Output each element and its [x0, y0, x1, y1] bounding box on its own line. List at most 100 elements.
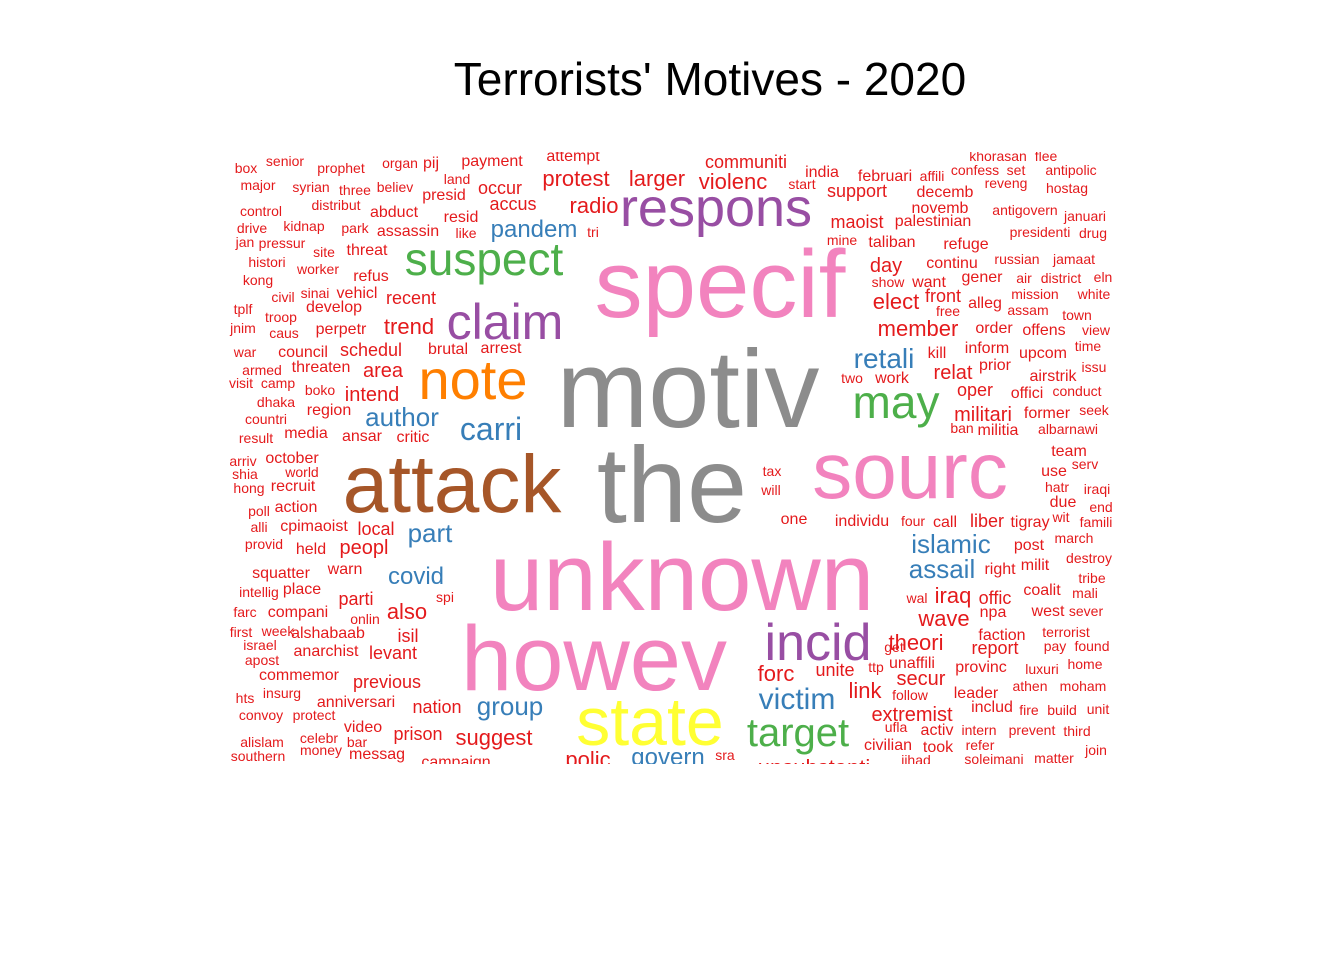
word-oper: oper [957, 380, 993, 400]
word-report: report [971, 638, 1018, 658]
word-theori: theori [888, 630, 943, 655]
word-third: third [1063, 723, 1090, 739]
word-like: like [455, 225, 476, 241]
word-prevent: prevent [1009, 722, 1056, 738]
word-white: white [1077, 286, 1111, 302]
word-home: home [1067, 656, 1102, 672]
word-kidnap: kidnap [283, 218, 324, 234]
word-dhaka: dhaka [257, 394, 295, 410]
word-work: work [874, 370, 910, 387]
word-land: land [444, 171, 470, 187]
word-tri: tri [587, 224, 599, 240]
word-pay: pay [1044, 638, 1067, 654]
word-campaign: campaign [421, 754, 490, 771]
word-march: march [1055, 530, 1094, 546]
word-forc: forc [758, 661, 795, 686]
word-famili: famili [1080, 514, 1113, 530]
word-intern: intern [961, 722, 996, 738]
word-ban: ban [950, 420, 973, 436]
word-retali: retali [854, 343, 915, 374]
word-two: two [841, 370, 863, 386]
word-the: the [597, 424, 747, 545]
word-celebr: celebr [300, 730, 338, 746]
word-set: set [1007, 162, 1026, 178]
word-threat: threat [347, 242, 388, 259]
word-major: major [240, 177, 275, 193]
word-abduct: abduct [370, 204, 419, 221]
word-result: result [239, 430, 273, 446]
word-motiv: motiv [557, 328, 820, 451]
word-post: post [1014, 537, 1045, 554]
word-nation: nation [412, 697, 461, 717]
word-israel: israel [243, 637, 276, 653]
word-islamic: islamic [911, 529, 990, 559]
word-seek: seek [1079, 402, 1110, 418]
word-januari: januari [1063, 208, 1106, 224]
word-syrian: syrian [292, 179, 329, 195]
word-squatter: squatter [252, 565, 310, 582]
word-serv: serv [1072, 456, 1098, 472]
word-part: part [408, 518, 454, 548]
word-violenc: violenc [699, 169, 767, 194]
word-air: air [1016, 270, 1032, 286]
word-recent: recent [386, 288, 436, 308]
word-victim: victim [759, 683, 836, 716]
word-action: action [275, 499, 318, 516]
word-assam: assam [1007, 302, 1048, 318]
word-attempt: attempt [546, 148, 600, 165]
word-pij: pij [423, 155, 439, 172]
word-militia: militia [978, 422, 1019, 439]
word-prior: prior [979, 357, 1012, 374]
word-antigovern: antigovern [992, 202, 1057, 218]
word-khorasan: khorasan [969, 148, 1027, 164]
word-recruit: recruit [271, 478, 316, 495]
word-perpetr: perpetr [316, 321, 367, 338]
word-right: right [984, 561, 1016, 578]
word-tplf: tplf [234, 301, 253, 317]
word-time: time [1075, 338, 1102, 354]
word-confess: confess [951, 162, 999, 178]
word-day: day [870, 255, 902, 277]
word-use: use [1041, 463, 1067, 480]
word-west: west [1031, 603, 1065, 620]
word-box: box [235, 160, 258, 176]
word-upcom: upcom [1019, 345, 1067, 362]
word-believ: believ [377, 179, 414, 195]
word-troop: troop [265, 309, 297, 325]
word-took: took [923, 739, 954, 756]
word-presid: presid [422, 187, 466, 204]
word-reveng: reveng [985, 175, 1028, 191]
word-activ: activ [921, 722, 954, 739]
word-accus: accus [489, 194, 536, 214]
word-sourc: sourc [812, 426, 1008, 515]
word-held: held [296, 541, 326, 558]
word-radio: radio [570, 193, 619, 218]
word-russian: russian [994, 251, 1039, 267]
word-govern: govern [631, 744, 704, 771]
word-boko: boko [305, 382, 336, 398]
word-visit: visit [229, 375, 253, 391]
word-wit: wit [1051, 509, 1069, 525]
word-suggest: suggest [455, 725, 532, 750]
word-moham: moham [1060, 678, 1107, 694]
word-park: park [341, 220, 369, 236]
word-antipolic: antipolic [1045, 162, 1096, 178]
word-team: team [1051, 443, 1087, 460]
word-messag: messag [349, 746, 405, 763]
word-southern: southern [231, 748, 285, 764]
word-author: author [365, 402, 439, 432]
word-tax: tax [763, 463, 782, 479]
word-conduct: conduct [1052, 383, 1101, 399]
word-levant: levant [369, 643, 417, 663]
word-intend: intend [345, 384, 400, 406]
word-end: end [1089, 499, 1112, 515]
word-hatr: hatr [1045, 479, 1069, 495]
word-respons: respons [620, 178, 812, 238]
word-refer: refer [966, 737, 995, 753]
word-wal: wal [905, 590, 927, 606]
word-show: show [872, 274, 906, 290]
word-pressur: pressur [259, 235, 306, 251]
word-milit: milit [1021, 557, 1050, 574]
word-group: group [477, 691, 544, 721]
